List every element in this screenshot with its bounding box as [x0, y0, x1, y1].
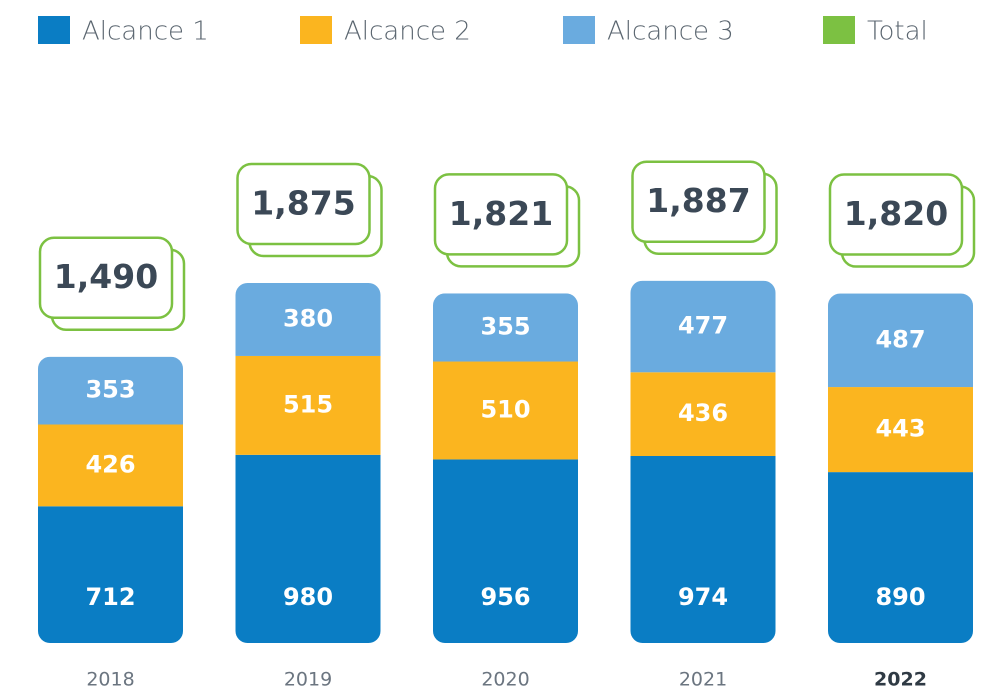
segment-label: 712 [85, 583, 135, 611]
total-box [828, 173, 964, 256]
legend-swatch [38, 16, 70, 44]
bar-segment [433, 293, 578, 362]
segment-label: 353 [85, 376, 135, 404]
total-label: 1,490 [54, 257, 158, 296]
segment-label: 974 [678, 583, 728, 611]
segment-label: 956 [480, 583, 530, 611]
legend-label: Alcance 3 [607, 17, 734, 47]
legend-label: Alcance 2 [344, 17, 471, 47]
bar-segment [235, 283, 381, 356]
bar-segment [630, 455, 776, 643]
total-box [38, 236, 174, 319]
bar-segment [38, 356, 183, 425]
segment-label: 510 [480, 395, 530, 423]
bar-segment [38, 424, 183, 507]
total-label: 1,821 [449, 194, 553, 233]
legend-swatch [823, 16, 855, 44]
bar-segment [630, 280, 776, 373]
x-tick-label: 2020 [481, 669, 529, 689]
total-label: 1,820 [844, 194, 948, 233]
total-label: 1,875 [251, 184, 355, 223]
bar-segment [38, 506, 183, 643]
legend-label: Total [867, 17, 928, 47]
bar-segment [828, 293, 973, 388]
legend-label: Alcance 1 [82, 17, 209, 47]
segment-label: 355 [480, 312, 530, 340]
segment-label: 515 [283, 390, 333, 418]
bar-segment [235, 355, 381, 455]
segment-label: 443 [875, 415, 925, 443]
total-box [631, 160, 766, 243]
segment-label: 477 [678, 311, 728, 339]
segment-label: 436 [678, 399, 728, 427]
x-tick-label: 2021 [679, 669, 727, 689]
bar-segment [433, 459, 578, 643]
bar-segment [828, 472, 973, 643]
total-label: 1,887 [646, 181, 750, 220]
segment-label: 380 [283, 304, 333, 332]
segment-label: 426 [85, 450, 135, 478]
segment-label: 980 [283, 583, 333, 611]
segment-label: 890 [875, 583, 925, 611]
legend-swatch [563, 16, 595, 44]
segment-label: 487 [875, 325, 925, 353]
bar-segment [828, 387, 973, 473]
bar-segment [235, 454, 381, 643]
x-tick-label: 2018 [86, 669, 134, 689]
legend-swatch [300, 16, 332, 44]
total-box [433, 173, 569, 256]
x-tick-label: 2022 [874, 669, 927, 689]
bar-segment [630, 372, 776, 456]
x-tick-label: 2019 [284, 669, 332, 689]
total-box [236, 162, 371, 246]
bar-segment [433, 361, 578, 460]
